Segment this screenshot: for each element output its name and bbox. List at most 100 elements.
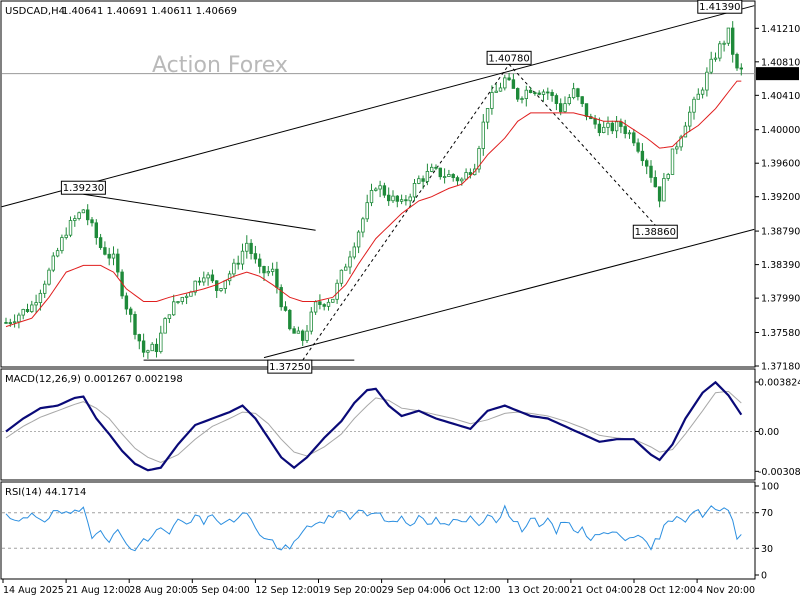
time-tick-label: 29 Sep 04:00: [382, 585, 445, 596]
candle-body: [167, 314, 172, 319]
candle-body: [124, 295, 129, 310]
candle-body: [485, 108, 490, 123]
candle-body: [399, 199, 404, 202]
candle-body: [696, 93, 700, 100]
candle-body: [541, 91, 546, 95]
candle-body: [438, 167, 442, 178]
candle-body: [606, 122, 610, 128]
time-tick-label: 21 Aug 12:00: [66, 585, 130, 596]
time-tick-label: 4 Nov 20:00: [697, 585, 755, 596]
candle-body: [683, 125, 688, 138]
candle-body: [490, 92, 494, 109]
rsi-line: [5, 504, 742, 552]
candle-body: [90, 219, 94, 224]
candle-body: [447, 174, 451, 177]
price-tick-label: 1.38390: [761, 260, 800, 271]
time-tick-label: 21 Oct 04:00: [571, 585, 633, 596]
price-label-box: [632, 224, 678, 239]
candle-body: [507, 77, 511, 81]
candle-body: [503, 77, 507, 89]
rsi-label: RSI(14) 44.1714: [5, 487, 86, 498]
candle-body: [223, 280, 227, 289]
candle-body: [395, 195, 399, 202]
candle-body: [640, 150, 645, 162]
price-tick-label: 1.40410: [761, 91, 800, 102]
candle-body: [180, 297, 184, 302]
candle-body: [184, 295, 189, 298]
rsi-panel[interactable]: [0, 481, 756, 580]
candle-body: [361, 218, 365, 233]
candle-body: [735, 53, 739, 69]
candle-body: [378, 185, 382, 190]
candle-body: [451, 174, 455, 179]
trendline-1: [263, 228, 755, 359]
candle-body: [619, 121, 623, 127]
candle-body: [197, 280, 202, 283]
candle-body: [202, 277, 206, 283]
candle-body: [8, 322, 12, 324]
candle-body: [726, 27, 731, 44]
candle-body: [253, 253, 258, 260]
rsi-tick-label: 70: [761, 508, 773, 519]
candle-body: [81, 209, 86, 214]
candle-body: [163, 318, 167, 334]
candle-body: [533, 92, 537, 95]
candle-body: [154, 343, 159, 353]
candle-body: [128, 308, 133, 315]
current-price-tag-text: 1.40669: [759, 69, 798, 80]
time-tick-label: 6 Oct 12:00: [445, 585, 501, 596]
rsi-tick-label: 0: [761, 571, 767, 582]
price-tick-label: 1.39600: [761, 159, 800, 170]
candle-body: [623, 126, 627, 134]
candle-body: [614, 121, 619, 132]
price-label-text: 1.40780: [488, 53, 529, 64]
candle-body: [627, 132, 632, 135]
candle-body: [645, 160, 649, 167]
candle-body: [369, 190, 374, 204]
candle-body: [442, 176, 447, 178]
candle-body: [313, 301, 318, 313]
candle-body: [386, 194, 391, 202]
candle-body: [382, 185, 387, 196]
candle-body: [662, 178, 666, 202]
candle-body: [38, 292, 43, 303]
trendline-2: [83, 193, 316, 231]
candle-body: [210, 274, 215, 282]
rsi-layer: [2, 504, 755, 552]
candle-body: [94, 222, 98, 239]
candle-body: [86, 209, 90, 221]
candle-body: [137, 334, 141, 342]
time-tick-label: 28 Aug 20:00: [129, 585, 193, 596]
price-label-1.41390: 1.41390: [697, 0, 743, 14]
price-tick-label: 1.40810: [761, 57, 800, 68]
time-tick-label: 19 Sep 20:00: [319, 585, 382, 596]
candle-body: [30, 304, 34, 312]
price-label-text: 1.41390: [699, 2, 740, 13]
price-label-text: 1.37250: [269, 362, 310, 373]
candle-body: [133, 314, 137, 335]
candle-body: [348, 256, 352, 268]
candle-body: [73, 218, 77, 221]
candle-body: [425, 171, 430, 182]
candle-body: [610, 122, 614, 132]
candle-body: [455, 177, 460, 182]
candle-body: [546, 91, 550, 94]
candle-body: [705, 71, 709, 91]
candle-body: [374, 188, 378, 191]
candle-body: [318, 301, 322, 305]
candle-body: [98, 237, 103, 248]
candle-body: [709, 58, 713, 73]
candle-body: [214, 280, 219, 291]
candle-body: [107, 253, 111, 259]
candle-body: [275, 268, 279, 288]
time-axis: 14 Aug 2025 21 Aug 12:00 28 Aug 20:00 5 Sep…: [2, 579, 755, 596]
price-panel[interactable]: [0, 0, 756, 368]
macd-tick-label: 0.003824: [758, 378, 800, 389]
trendline-0: [1, 5, 755, 208]
candle-body: [408, 196, 412, 202]
candle-body: [305, 330, 309, 341]
macd-panel[interactable]: [0, 368, 756, 481]
candle-body: [335, 282, 339, 300]
macd-tick-label: -0.003084: [758, 467, 800, 478]
